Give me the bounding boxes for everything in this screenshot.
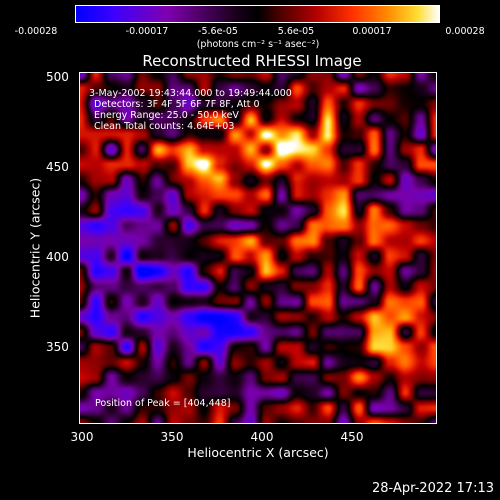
colorbar-tick-label: 0.00028	[445, 26, 485, 37]
plot-title: Reconstructed RHESSI Image	[142, 52, 362, 70]
colorbar-tick-label: -0.00028	[14, 26, 58, 37]
heatmap-image	[80, 73, 436, 423]
y-tick-label: 500	[46, 70, 69, 84]
image-panel: 3-May-2002 19:43:44.000 to 19:49:44.000 …	[79, 72, 437, 424]
info-time-range: 3-May-2002 19:43:44.000 to 19:49:44.000	[89, 88, 292, 99]
colorbar-units-label: (photons cm⁻² s⁻¹ asec⁻²)	[196, 39, 320, 50]
colorbar	[75, 5, 440, 23]
x-axis-label: Heliocentric X (arcsec)	[187, 445, 329, 460]
colorbar-tick-label: -0.00017	[125, 26, 169, 37]
y-tick-label: 450	[46, 160, 69, 174]
x-tick-label: 350	[160, 430, 184, 444]
y-axis-label: Heliocentric Y (arcsec)	[27, 177, 43, 319]
info-energy-range: Energy Range: 25.0 - 50.0 keV	[94, 110, 239, 121]
colorbar-tick-label: 0.00017	[352, 26, 392, 37]
info-total-counts: Clean Total counts: 4.64E+03	[94, 121, 235, 132]
peak-position-label: Position of Peak = [404,448]	[95, 398, 231, 409]
x-tick-label: 400	[250, 430, 274, 444]
colorbar-tick-label: -5.6e-05	[198, 26, 238, 37]
plot-timestamp: 28-Apr-2022 17:13	[372, 481, 494, 496]
y-tick-label: 400	[46, 250, 69, 264]
x-tick-label: 300	[70, 430, 94, 444]
colorbar-tick-label: 5.6e-05	[277, 26, 315, 37]
info-detectors: Detectors: 3F 4F 5F 6F 7F 8F, Att 0	[94, 99, 260, 110]
x-tick-label: 450	[340, 430, 364, 444]
y-tick-label: 350	[46, 340, 69, 354]
